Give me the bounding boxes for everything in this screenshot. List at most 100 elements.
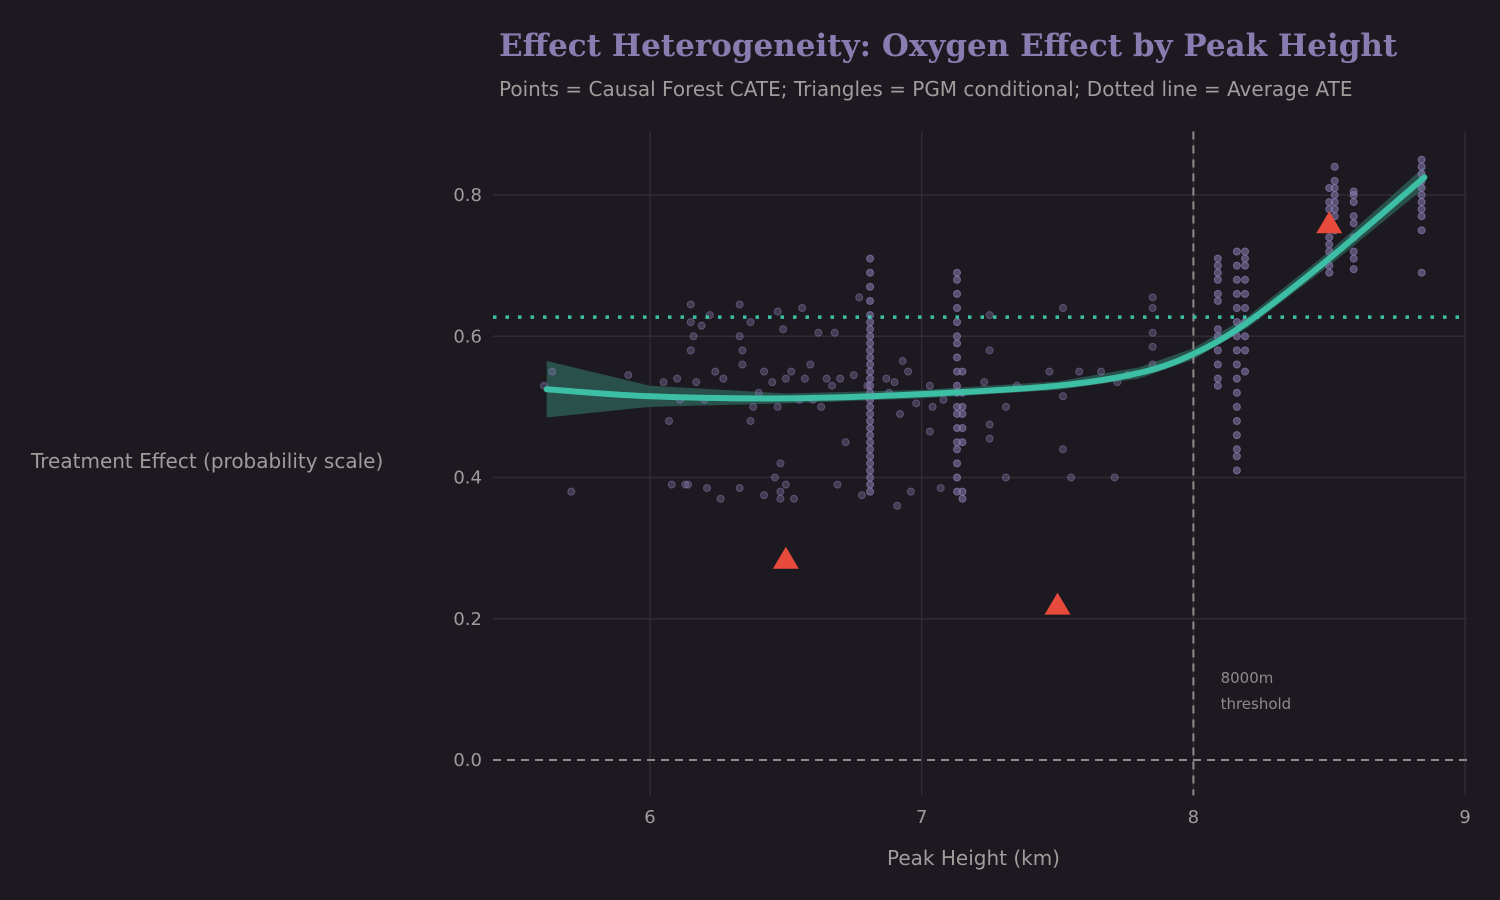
cate-point	[686, 300, 695, 309]
cate-point	[1045, 367, 1054, 376]
cate-point	[817, 402, 826, 411]
y-tick-label: 0.2	[453, 609, 482, 630]
cate-point	[1148, 328, 1157, 337]
cate-point	[833, 480, 842, 489]
cate-point	[1232, 417, 1241, 425]
cate-point	[1325, 268, 1334, 277]
cate-point	[1232, 374, 1241, 383]
cate-point	[711, 367, 720, 376]
y-axis-label: Treatment Effect (probability scale)	[31, 449, 384, 473]
cate-point	[1417, 205, 1426, 214]
cate-point	[958, 409, 967, 418]
cate-point	[866, 487, 875, 496]
cate-point	[1232, 402, 1241, 411]
cate-point	[828, 381, 837, 390]
cate-point	[776, 487, 785, 496]
cate-point	[1325, 240, 1334, 249]
cate-point	[1213, 346, 1222, 355]
cate-point	[866, 452, 875, 461]
cate-point	[1417, 268, 1426, 277]
cate-point	[849, 371, 858, 380]
cate-point	[689, 332, 698, 341]
cate-point	[1148, 304, 1157, 312]
cate-point	[760, 367, 769, 376]
cate-point	[746, 318, 755, 327]
cate-point	[697, 321, 706, 330]
cate-point	[787, 367, 796, 376]
confidence-band	[546, 166, 1425, 418]
cate-point	[1330, 183, 1339, 192]
cate-point	[703, 484, 712, 493]
cate-point	[1417, 191, 1426, 199]
cate-point	[1110, 473, 1119, 482]
cate-point	[953, 381, 962, 390]
y-tick-label: 0.4	[453, 468, 482, 489]
cate-point	[866, 431, 875, 440]
cate-point	[953, 332, 962, 341]
cate-point	[1241, 261, 1250, 270]
cate-point	[754, 388, 763, 397]
cate-point	[548, 367, 557, 376]
cate-point	[953, 289, 962, 298]
cate-point	[1232, 452, 1241, 461]
cate-point	[985, 311, 994, 320]
cate-point	[768, 378, 777, 387]
cate-point	[841, 438, 850, 447]
cate-point	[1001, 402, 1010, 411]
cate-point	[1349, 212, 1358, 221]
cate-point	[1148, 293, 1157, 302]
cate-point	[953, 339, 962, 348]
cate-point	[1349, 247, 1358, 256]
cate-point	[770, 473, 779, 482]
cate-point	[866, 417, 875, 425]
chart-subtitle: Points = Causal Forest CATE; Triangles =…	[499, 77, 1353, 101]
cate-point	[773, 307, 782, 316]
cate-point	[866, 381, 875, 390]
cate-point	[1349, 219, 1358, 228]
cate-point	[1330, 205, 1339, 214]
cate-point	[692, 378, 701, 387]
cate-point	[1213, 360, 1222, 369]
cate-point	[936, 484, 945, 493]
cate-point	[1241, 346, 1250, 355]
cate-point	[1232, 346, 1241, 355]
cate-point	[1241, 367, 1250, 376]
cate-point	[1058, 392, 1067, 401]
cate-point	[882, 374, 891, 383]
cate-point	[822, 374, 831, 383]
cate-point	[798, 304, 807, 312]
cate-point	[1213, 289, 1222, 298]
chart-title: Effect Heterogeneity: Oxygen Effect by P…	[499, 28, 1398, 64]
cate-point	[735, 484, 744, 493]
cate-point	[866, 353, 875, 362]
cate-point	[928, 402, 937, 411]
cate-point	[866, 268, 875, 277]
cate-point	[866, 254, 875, 263]
cate-point	[855, 293, 864, 302]
cate-point	[1232, 275, 1241, 284]
cate-point	[800, 374, 809, 383]
cate-point	[1241, 289, 1250, 298]
y-tick-label: 0.0	[453, 750, 482, 771]
cate-point	[681, 480, 690, 489]
cate-point	[1213, 254, 1222, 263]
cate-point	[773, 402, 782, 411]
cate-point	[1213, 325, 1222, 334]
cate-point	[953, 353, 962, 362]
cate-point	[1417, 212, 1426, 221]
cate-point	[866, 466, 875, 475]
cate-point	[1213, 296, 1222, 305]
cate-point	[958, 367, 967, 376]
cate-point	[890, 378, 899, 387]
cate-point	[1417, 226, 1426, 235]
cate-point	[1213, 275, 1222, 284]
cate-point	[1241, 304, 1250, 312]
cate-point	[735, 332, 744, 341]
cate-point	[1241, 332, 1250, 341]
cate-point	[985, 434, 994, 443]
cate-point	[1232, 247, 1241, 256]
cate-point	[1241, 247, 1250, 256]
cate-point	[659, 378, 668, 387]
